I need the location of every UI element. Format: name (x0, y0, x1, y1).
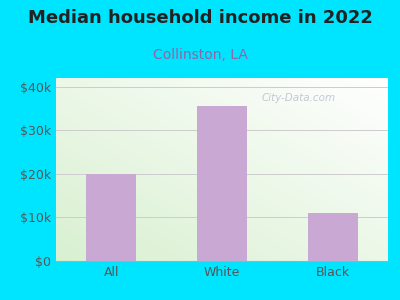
Text: Collinston, LA: Collinston, LA (152, 48, 248, 62)
Text: Median household income in 2022: Median household income in 2022 (28, 9, 372, 27)
Bar (86, 174, 136, 261)
Bar (197, 106, 247, 261)
Text: City-Data.com: City-Data.com (261, 93, 336, 103)
Bar (308, 213, 358, 261)
